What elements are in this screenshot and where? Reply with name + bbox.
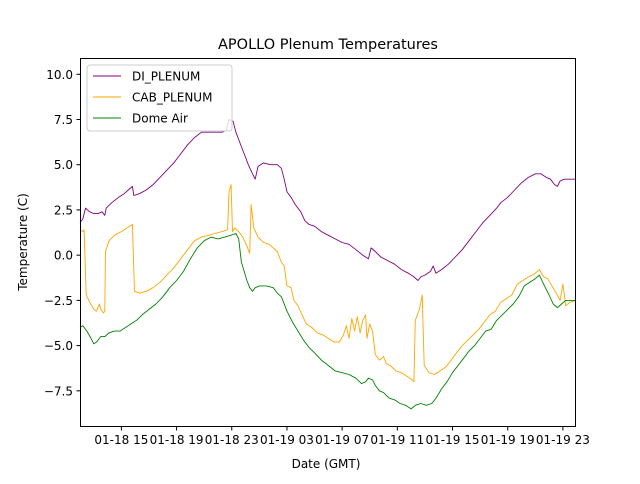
x-tick-label: 01-19 03: [260, 433, 314, 447]
legend-label-cab-plenum: CAB_PLENUM: [132, 91, 212, 105]
series-layer: [79, 119, 577, 410]
y-tick-label: 5.0: [54, 158, 73, 172]
y-axis: −7.5 −5.0 −2.5 0.0 2.5 5.0 7.5 10.0: [44, 68, 80, 398]
x-tick-label: 01-18 15: [94, 433, 148, 447]
y-tick-label: 10.0: [46, 68, 73, 82]
x-tick-label: 01-18 23: [205, 433, 259, 447]
y-tick-label: 0.0: [54, 249, 73, 263]
series-line-cab-plenum: [79, 184, 577, 383]
x-tick-label: 01-19 11: [370, 433, 424, 447]
series-line-dome-air: [79, 233, 576, 410]
y-tick-label: −5.0: [44, 339, 73, 353]
x-axis: 01-18 15 01-18 19 01-18 23 01-19 03 01-19 07…: [94, 427, 590, 447]
x-tick-label: 01-19 23: [536, 433, 590, 447]
legend: DI_PLENUM CAB_PLENUM Dome Air: [86, 64, 233, 132]
x-axis-label: Date (GMT): [292, 457, 361, 471]
y-tick-label: −2.5: [44, 294, 73, 308]
axes-frame: [80, 58, 576, 427]
y-tick-label: −7.5: [44, 384, 73, 398]
y-axis-label: Temperature (C): [16, 193, 30, 292]
x-tick-label: 01-18 19: [150, 433, 204, 447]
x-tick-label: 01-19 15: [426, 433, 480, 447]
legend-box: [86, 64, 233, 132]
legend-label-dome-air: Dome Air: [132, 112, 188, 126]
y-tick-label: 7.5: [54, 113, 73, 127]
y-tick-label: 2.5: [54, 203, 73, 217]
x-tick-label: 01-19 19: [481, 433, 535, 447]
x-tick-label: 01-19 07: [315, 433, 369, 447]
legend-label-di-plenum: DI_PLENUM: [132, 70, 200, 84]
chart-title: APOLLO Plenum Temperatures: [218, 37, 438, 53]
series-line-di-plenum: [79, 119, 576, 281]
